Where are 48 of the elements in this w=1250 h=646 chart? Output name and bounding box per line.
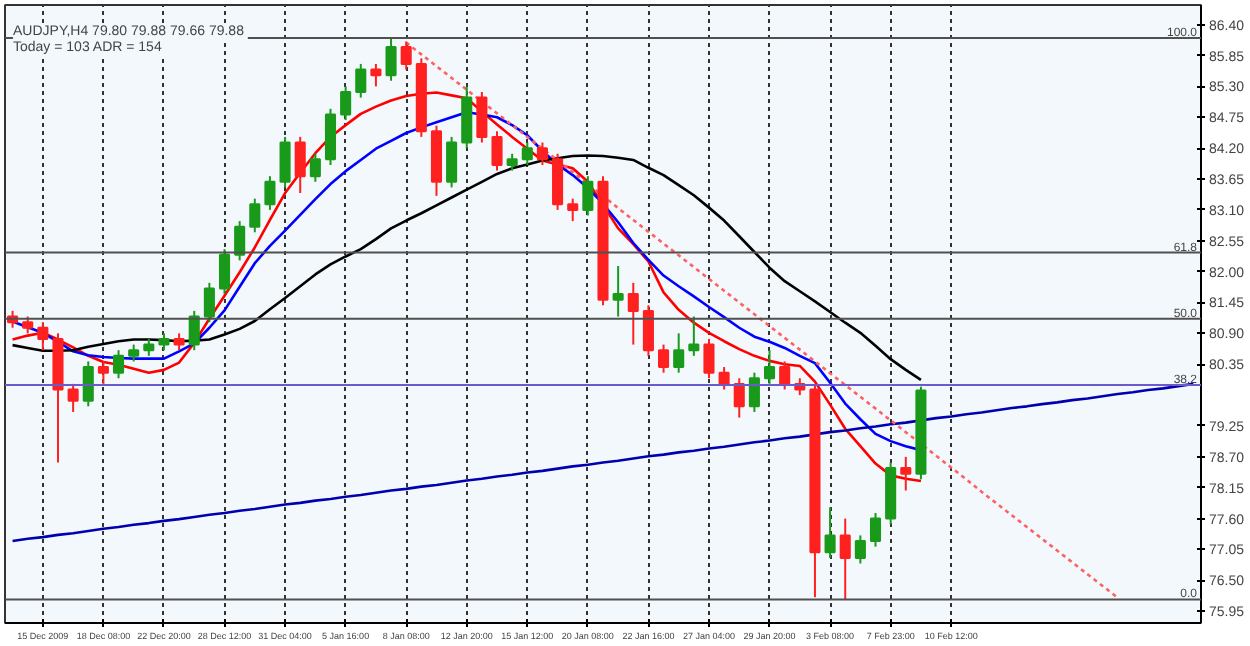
candlestick — [476, 91, 488, 144]
candlestick — [839, 517, 851, 601]
candlestick — [703, 337, 715, 380]
candlestick — [824, 506, 836, 559]
candlestick — [779, 360, 791, 391]
candlestick — [900, 455, 912, 492]
candlestick — [385, 37, 397, 82]
candlestick — [324, 107, 337, 166]
candlestick — [718, 366, 730, 391]
candlestick — [552, 152, 564, 211]
candlestick — [218, 248, 231, 296]
candlestick — [733, 377, 745, 419]
candlestick — [370, 62, 382, 88]
candlestick — [748, 371, 760, 413]
candlestick — [188, 309, 200, 352]
candlestick — [658, 343, 670, 374]
line-series — [404, 41, 1120, 600]
candlestick — [536, 141, 548, 166]
candlestick — [763, 349, 776, 385]
candlestick — [82, 360, 94, 408]
candlestick — [688, 315, 700, 357]
candlestick — [582, 175, 594, 217]
candlestick — [309, 152, 321, 183]
candlestick — [37, 321, 49, 352]
candlestick — [491, 130, 503, 172]
candlestick — [294, 135, 306, 195]
candlestick — [567, 197, 579, 223]
candlestick — [446, 135, 458, 189]
candlestick — [340, 85, 352, 122]
candlestick — [249, 197, 261, 234]
candlestick — [642, 304, 654, 357]
candlestick — [400, 40, 412, 71]
candlestick — [264, 175, 276, 211]
candlestick — [279, 135, 291, 189]
candlestick — [234, 220, 246, 262]
candlestick — [627, 281, 639, 346]
line-series — [11, 382, 1195, 543]
candlestick — [612, 265, 624, 318]
candlestick — [355, 62, 367, 99]
candlestick — [461, 85, 473, 150]
candlestick — [521, 141, 533, 166]
candlestick — [67, 382, 79, 413]
candlestick — [97, 360, 109, 385]
candlestick — [203, 281, 215, 324]
candlestick — [854, 534, 866, 565]
candlestick — [673, 332, 685, 374]
candlestick — [113, 349, 125, 380]
candlestick — [869, 511, 882, 548]
